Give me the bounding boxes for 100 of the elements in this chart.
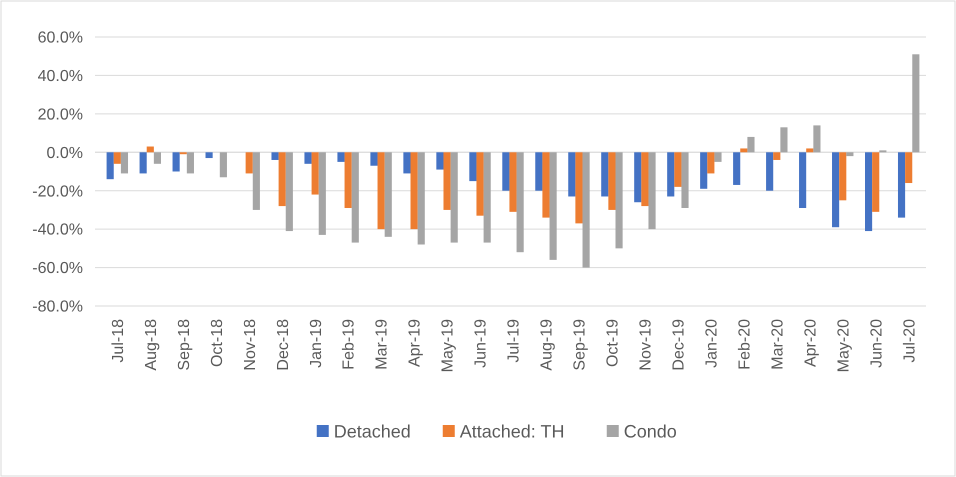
x-tick-label: Feb-19 — [340, 318, 358, 370]
bar — [582, 152, 590, 268]
legend-label: Condo — [624, 421, 677, 442]
bar — [443, 152, 451, 210]
bar — [278, 152, 286, 206]
bar — [733, 152, 740, 185]
bar — [436, 152, 444, 170]
bar — [344, 152, 352, 208]
bar — [502, 152, 510, 191]
bar — [106, 152, 114, 180]
bar — [714, 152, 722, 162]
x-tick-label: Feb-20 — [736, 318, 754, 370]
bar — [378, 152, 385, 230]
bar — [410, 152, 418, 230]
y-tick-label: 0.0% — [46, 144, 83, 162]
legend-label: Detached — [334, 421, 411, 442]
bar — [766, 152, 774, 191]
bar — [832, 152, 840, 228]
bar — [252, 152, 260, 210]
bar — [352, 152, 359, 243]
bar — [707, 152, 714, 174]
x-tick-label: Aug-19 — [538, 318, 556, 371]
bar — [872, 152, 880, 212]
bar — [898, 152, 906, 218]
bar — [484, 152, 491, 243]
x-tick-label: Sep-18 — [176, 318, 193, 371]
bar — [146, 146, 154, 152]
x-tick-label: Aug-18 — [142, 318, 160, 371]
bar — [318, 152, 326, 235]
bar — [648, 152, 656, 230]
bar — [535, 152, 542, 191]
bar — [740, 148, 748, 152]
bar — [509, 152, 517, 212]
bar — [747, 136, 755, 152]
bar — [120, 152, 128, 174]
y-tick-label: -20.0% — [32, 183, 83, 200]
bar — [806, 148, 814, 152]
bar — [154, 152, 161, 164]
x-tick-label: Jun-20 — [868, 318, 886, 368]
x-tick-label: Sep-19 — [572, 318, 589, 371]
x-tick-label: Jul-18 — [110, 318, 127, 363]
bar — [799, 152, 806, 208]
x-tick-label: Jun-19 — [472, 318, 490, 368]
x-tick-label: Jul-19 — [506, 318, 523, 363]
bar — [312, 152, 319, 195]
bar — [220, 152, 227, 178]
bar — [575, 152, 583, 224]
x-tick-label: May-20 — [835, 318, 852, 372]
bar — [469, 152, 476, 182]
x-tick-label: Nov-18 — [242, 318, 259, 371]
x-tick-label: Apr-19 — [406, 318, 424, 368]
bar — [403, 152, 411, 174]
x-tick-label: Jan-19 — [308, 318, 325, 368]
bar — [773, 152, 780, 160]
bar — [476, 152, 484, 216]
bar — [140, 152, 147, 174]
x-tick-label: Oct-18 — [208, 318, 226, 368]
bar — [370, 152, 378, 166]
bar — [418, 152, 425, 245]
bar — [780, 127, 788, 152]
bar — [271, 152, 279, 160]
x-tick-label: Oct-19 — [604, 318, 622, 368]
x-tick-label: Jul-20 — [901, 318, 918, 363]
bar — [384, 152, 392, 237]
bar — [450, 152, 458, 243]
bar — [186, 152, 194, 174]
bar — [905, 152, 912, 184]
legend-label: Attached: TH — [460, 421, 564, 442]
x-tick-label: Jan-20 — [703, 318, 720, 368]
bar — [681, 152, 689, 208]
bar — [114, 152, 121, 164]
bar — [337, 152, 345, 162]
bar — [674, 152, 682, 187]
bar — [634, 152, 642, 202]
bar — [667, 152, 674, 196]
bar — [839, 152, 846, 200]
x-tick-label: Nov-19 — [637, 318, 654, 371]
bar — [542, 152, 550, 218]
y-tick-label: -80.0% — [32, 298, 83, 316]
bar — [641, 152, 648, 206]
bar — [813, 125, 820, 152]
y-tick-label: 60.0% — [38, 30, 83, 47]
bar — [550, 152, 557, 260]
bar — [206, 152, 213, 158]
bar — [912, 54, 920, 152]
bar — [516, 152, 524, 252]
bar — [615, 152, 623, 248]
bar — [286, 152, 293, 232]
y-tick-label: -40.0% — [32, 222, 83, 239]
bar — [172, 152, 180, 172]
bar — [601, 152, 608, 196]
bar — [608, 152, 616, 210]
y-tick-label: -60.0% — [32, 260, 83, 278]
bar — [865, 152, 872, 232]
x-tick-label: Mar-20 — [769, 318, 786, 370]
bar — [304, 152, 312, 164]
bar — [246, 152, 253, 174]
x-tick-label: Dec-18 — [274, 318, 292, 371]
x-tick-label: Mar-19 — [374, 318, 391, 370]
bar — [568, 152, 576, 196]
